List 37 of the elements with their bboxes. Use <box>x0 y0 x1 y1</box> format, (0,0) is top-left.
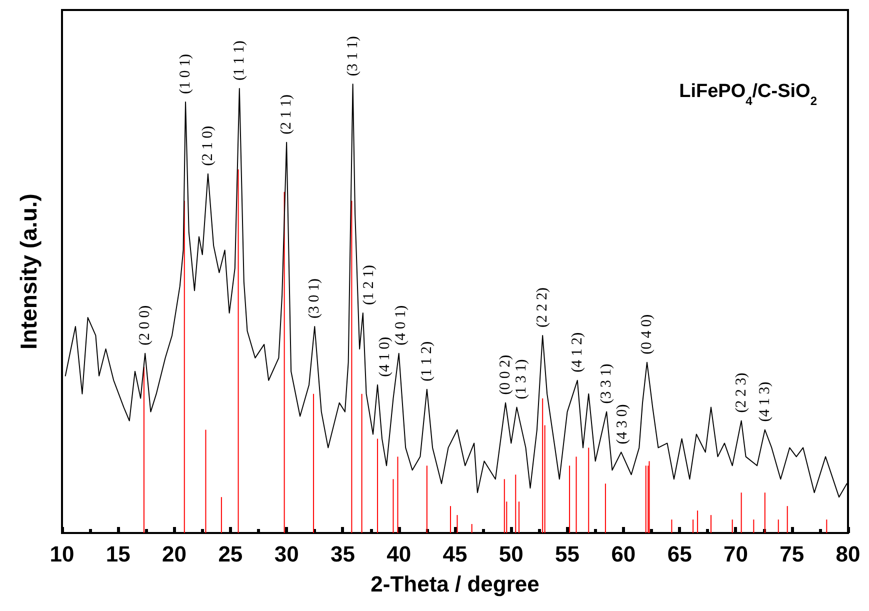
x-tick-label: 70 <box>723 542 748 566</box>
annotation: (2 1 0) <box>200 126 216 166</box>
x-tick-label: 55 <box>555 542 580 566</box>
annotation: (1 0 1) <box>178 54 194 94</box>
annotation: (1 2 1) <box>360 265 377 306</box>
annotation: (4 3 0) <box>614 404 631 444</box>
x-tick-label: 45 <box>442 542 468 566</box>
x-tick-label: 60 <box>611 542 636 566</box>
annotation: (0 0 2) <box>498 354 514 395</box>
x-tick-label: 80 <box>836 542 860 566</box>
x-tick-label: 75 <box>780 542 804 566</box>
annotation: (3 3 1) <box>598 364 615 404</box>
x-tick-label: 50 <box>498 542 524 566</box>
x-tick-label: 35 <box>330 542 355 566</box>
annotation: (1 1 2) <box>418 341 435 382</box>
annotation: (3 1 1) <box>344 36 361 76</box>
x-axis-title: 2-Theta / degree <box>370 572 540 596</box>
x-tick-label: 20 <box>162 542 187 566</box>
annotation: (4 1 0) <box>376 336 393 377</box>
annotation: (4 1 2) <box>569 332 586 372</box>
x-tick-label: 65 <box>667 542 692 566</box>
annotation: (2 1 1) <box>278 94 295 134</box>
y-axis-title: Intensity (a.u.) <box>16 194 42 350</box>
annotation: (2 2 3) <box>733 372 750 413</box>
x-tick-label: 25 <box>218 542 243 566</box>
x-tick-label: 10 <box>50 542 74 566</box>
annotation: (2 2 2) <box>534 287 551 328</box>
x-tick-label: 40 <box>386 542 412 566</box>
annotation: (4 0 1) <box>392 305 409 346</box>
annotation: (4 1 3) <box>756 382 773 422</box>
annotation: (3 0 1) <box>306 278 323 318</box>
annotation: (1 3 1) <box>514 359 530 400</box>
annotation: (0 4 0) <box>639 314 656 354</box>
x-tick-label: 15 <box>106 542 130 566</box>
annotation: (1 1 1) <box>231 40 248 81</box>
x-tick-label: 30 <box>274 542 299 566</box>
annotation: (2 0 0) <box>137 305 154 346</box>
